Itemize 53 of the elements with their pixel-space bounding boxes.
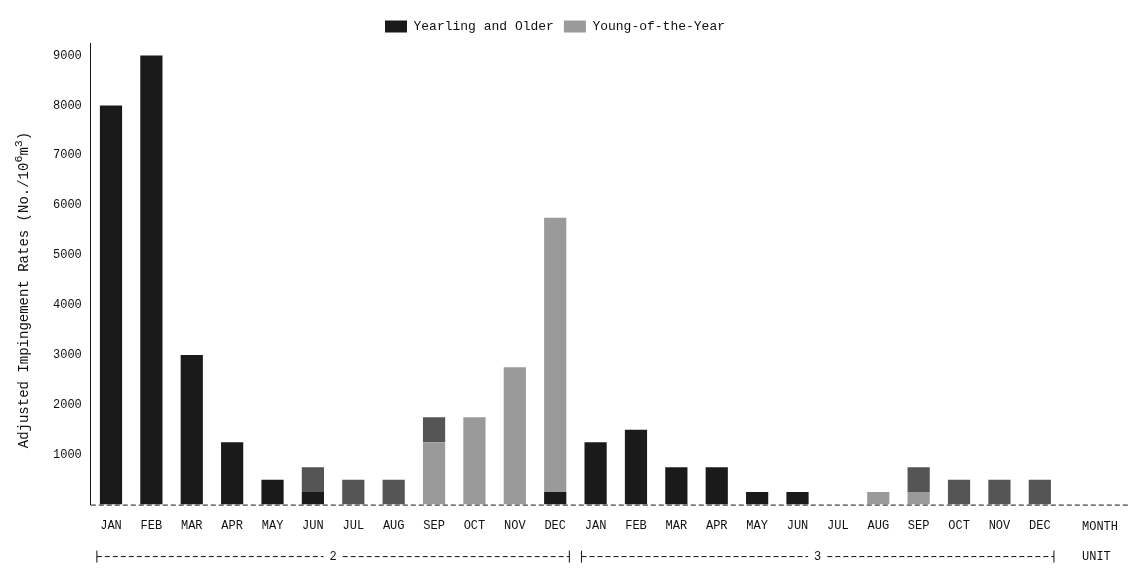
y-tick-label: 6000	[52, 198, 82, 213]
x-tick-label: SEP	[907, 518, 930, 533]
x-tick-label: APR	[705, 518, 728, 533]
x-tick-label: SEP	[423, 518, 445, 533]
x-tick-label: JAN	[584, 518, 607, 533]
bar	[422, 417, 446, 443]
bar	[947, 479, 971, 505]
x-tick-label: MAY	[261, 518, 284, 533]
x-tick-label: JUL	[342, 518, 365, 533]
x-tick-label: OCT	[463, 518, 486, 533]
bar	[907, 492, 930, 505]
x-tick-label: OCT	[948, 518, 970, 533]
x-tick-label: MAY	[746, 518, 768, 533]
x-tick-label: JAN	[100, 518, 122, 533]
bar	[463, 417, 486, 505]
y-tick-label: 3000	[52, 348, 82, 363]
x-tick-label: NOV	[988, 518, 1012, 533]
x-tick-label: AUG	[382, 518, 405, 533]
legend-label: Young-of-the-Year	[592, 18, 726, 34]
text: 2	[329, 549, 337, 564]
x-axis-title: MONTH	[1082, 519, 1119, 534]
x-tick-label: MAR	[180, 518, 203, 533]
y-tick-label: 2000	[52, 397, 82, 412]
text: UNIT	[1082, 549, 1111, 564]
bar	[867, 492, 890, 505]
x-tick-label: APR	[221, 518, 243, 533]
x-tick-label: FEB	[140, 518, 163, 533]
x-tick-label: MAR	[665, 518, 688, 533]
bar	[422, 442, 446, 505]
bar	[503, 367, 526, 505]
text: 3	[814, 549, 822, 564]
x-tick-label: AUG	[867, 518, 890, 533]
x-tick-label: JUN	[786, 518, 809, 533]
x-tick-label: DEC	[1029, 518, 1051, 533]
bar	[342, 479, 365, 505]
bar	[1028, 479, 1051, 505]
y-tick-label: 8000	[52, 98, 82, 113]
legend-label: Yearling and Older	[413, 18, 554, 34]
bar	[907, 467, 930, 493]
bar	[382, 479, 405, 505]
x-tick-label: JUL	[827, 518, 849, 533]
x-tick-label: JUN	[302, 518, 324, 533]
bar	[988, 479, 1011, 505]
y-tick-label: 7000	[52, 148, 82, 163]
x-tick-label: FEB	[625, 518, 647, 533]
y-tick-label: 1000	[52, 447, 82, 462]
y-tick-label: 9000	[52, 48, 82, 63]
bar	[301, 467, 325, 493]
x-tick-label: DEC	[544, 518, 567, 533]
x-tick-label: NOV	[504, 518, 527, 533]
y-tick-label: 5000	[52, 248, 82, 263]
y-tick-label: 4000	[52, 298, 82, 313]
bar	[544, 217, 567, 493]
